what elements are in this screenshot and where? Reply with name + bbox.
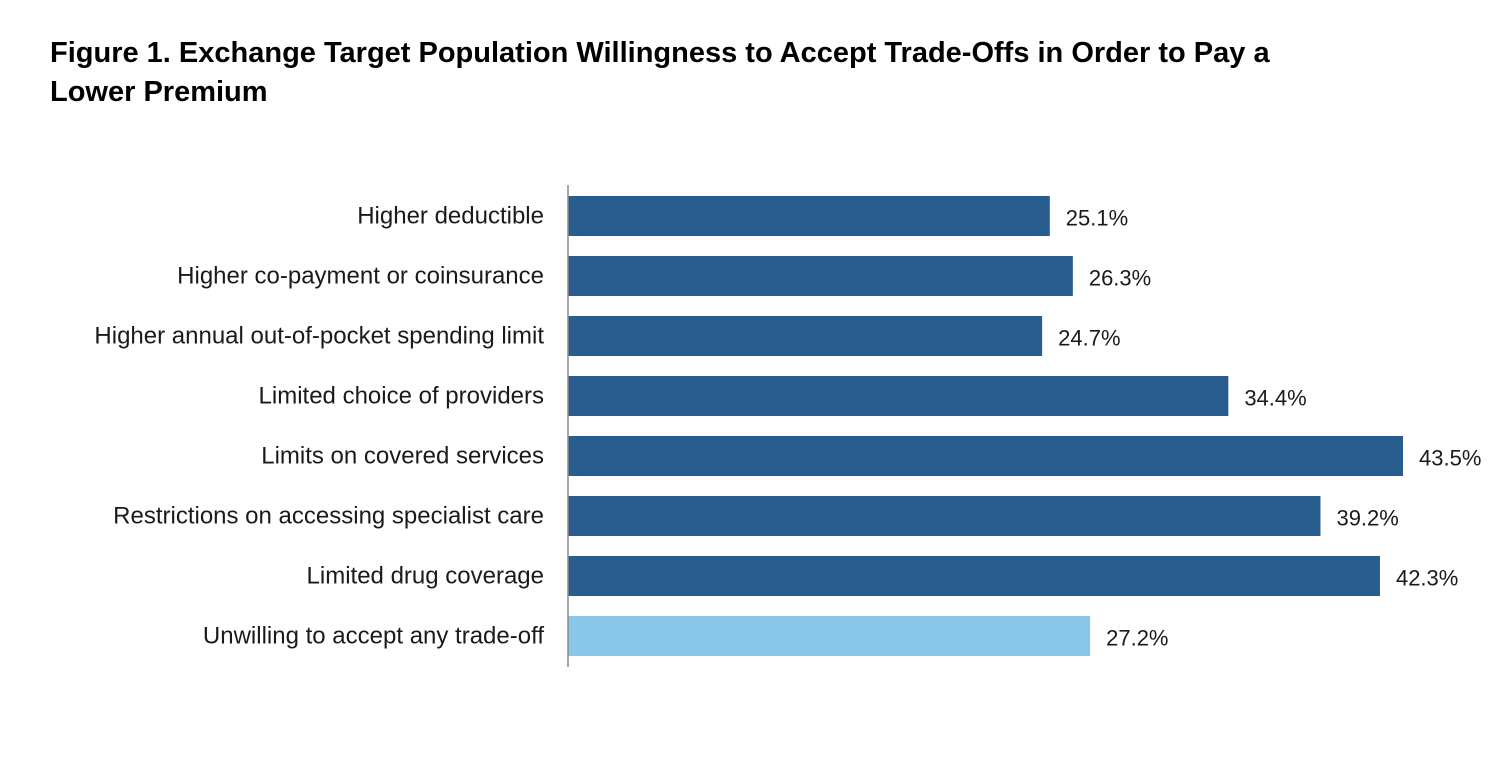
category-label-4: Limited choice of providers xyxy=(259,383,544,410)
bar-5 xyxy=(568,436,1403,476)
value-label-2: 26.3% xyxy=(1089,266,1151,291)
category-label-6: Restrictions on accessing specialist car… xyxy=(113,503,544,530)
category-label-8: Unwilling to accept any trade-off xyxy=(203,623,544,650)
bar-4 xyxy=(568,376,1229,416)
category-label-3: Higher annual out-of-pocket spending lim… xyxy=(94,323,544,350)
value-labels-group: 25.1% 26.3% 24.7% 34.4% 43.5% 39.2% 42.3% 27.2% xyxy=(1058,206,1481,651)
value-label-4: 34.4% xyxy=(1244,386,1306,411)
bar-8 xyxy=(568,616,1091,656)
value-label-1: 25.1% xyxy=(1066,206,1128,231)
category-label-1: Higher deductible xyxy=(357,203,544,230)
chart-title: Figure 1. Exchange Target Population Wil… xyxy=(50,37,1270,108)
value-label-7: 42.3% xyxy=(1396,566,1458,591)
value-label-8: 27.2% xyxy=(1106,626,1168,651)
value-label-6: 39.2% xyxy=(1336,506,1398,531)
bar-7 xyxy=(568,556,1380,596)
bar-6 xyxy=(568,496,1321,536)
bars-group xyxy=(568,196,1403,656)
bar-1 xyxy=(568,196,1050,236)
category-label-7: Limited drug coverage xyxy=(307,563,544,590)
value-label-5: 43.5% xyxy=(1419,446,1481,471)
category-labels-group: Higher deductible Higher co-payment or co… xyxy=(94,203,544,650)
category-label-2: Higher co-payment or coinsurance xyxy=(177,263,544,290)
bar-2 xyxy=(568,256,1073,296)
value-label-3: 24.7% xyxy=(1058,326,1120,351)
category-label-5: Limits on covered services xyxy=(261,443,544,470)
bar-3 xyxy=(568,316,1043,356)
